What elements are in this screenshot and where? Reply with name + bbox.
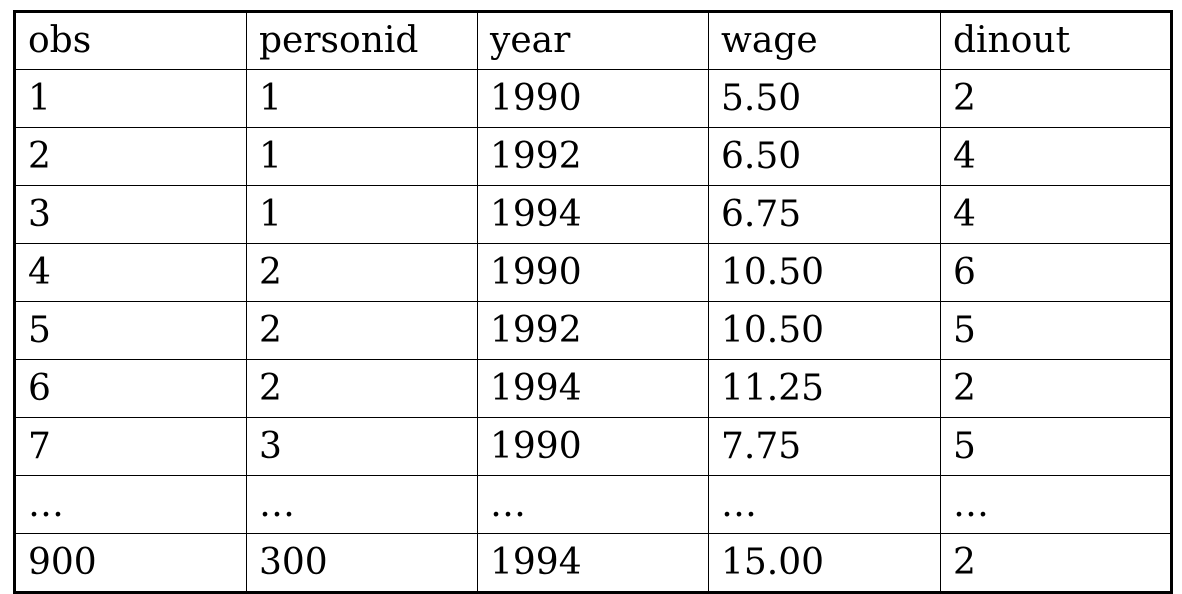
table-cell-obs: 4	[14, 243, 247, 302]
table-body: 1 1 1990 5.50 2 2 1 1992 6.50 4 3 1 1994 6.75 4 4 2 1990 1…	[14, 69, 1172, 593]
table-cell-year: 1994	[477, 185, 709, 244]
table-header-row: obs personid year wage dinout	[14, 11, 1172, 70]
table-cell-dinout: 4	[940, 185, 1172, 244]
table-cell-year: 1994	[477, 359, 709, 418]
table-cell-obs: 1	[14, 69, 247, 128]
table-row: 1 1 1990 5.50 2	[14, 69, 1172, 128]
table-cell-year: …	[477, 475, 709, 534]
table-cell-dinout: 2	[940, 69, 1172, 128]
table-cell-year: 1990	[477, 243, 709, 302]
table-row: 3 1 1994 6.75 4	[14, 185, 1172, 244]
table-cell-dinout: 2	[940, 533, 1172, 593]
table-cell-dinout: 6	[940, 243, 1172, 302]
table-cell-obs: …	[14, 475, 247, 534]
table-cell-obs: 900	[14, 533, 247, 593]
table-cell-personid: 2	[246, 301, 478, 360]
table-cell-wage: 6.75	[708, 185, 941, 244]
table-cell-year: 1990	[477, 69, 709, 128]
table-cell-dinout: 5	[940, 417, 1172, 476]
table-row: 4 2 1990 10.50 6	[14, 243, 1172, 302]
table-cell-obs: 2	[14, 127, 247, 186]
table-cell-personid: 1	[246, 69, 478, 128]
table-cell-dinout: 2	[940, 359, 1172, 418]
table-cell-dinout: …	[940, 475, 1172, 534]
table-cell-obs: 5	[14, 301, 247, 360]
table-cell-personid: 2	[246, 359, 478, 418]
table-row: 900 300 1994 15.00 2	[14, 533, 1172, 593]
table-cell-obs: 3	[14, 185, 247, 244]
table-cell-wage: 5.50	[708, 69, 941, 128]
table-cell-wage: 10.50	[708, 301, 941, 360]
table-cell-year: 1992	[477, 301, 709, 360]
table-cell-year: 1990	[477, 417, 709, 476]
table-cell-personid: …	[246, 475, 478, 534]
table-cell-wage: 6.50	[708, 127, 941, 186]
column-header-obs: obs	[14, 11, 247, 70]
table-cell-personid: 300	[246, 533, 478, 593]
column-header-dinout: dinout	[940, 11, 1172, 70]
table-cell-wage: 10.50	[708, 243, 941, 302]
data-table: obs personid year wage dinout 1 1 1990 5.50…	[13, 10, 1173, 594]
table-cell-wage: 11.25	[708, 359, 941, 418]
table-row: 7 3 1990 7.75 5	[14, 417, 1172, 476]
table-cell-personid: 2	[246, 243, 478, 302]
table-row: 5 2 1992 10.50 5	[14, 301, 1172, 360]
table-cell-wage: …	[708, 475, 941, 534]
table-cell-personid: 1	[246, 127, 478, 186]
table-cell-personid: 3	[246, 417, 478, 476]
table-cell-personid: 1	[246, 185, 478, 244]
table-row: 6 2 1994 11.25 2	[14, 359, 1172, 418]
column-header-personid: personid	[246, 11, 478, 70]
table-cell-obs: 7	[14, 417, 247, 476]
column-header-wage: wage	[708, 11, 941, 70]
table-cell-wage: 7.75	[708, 417, 941, 476]
column-header-year: year	[477, 11, 709, 70]
table-cell-year: 1992	[477, 127, 709, 186]
table-cell-wage: 15.00	[708, 533, 941, 593]
table-cell-year: 1994	[477, 533, 709, 593]
table-row: ……………	[14, 475, 1172, 534]
table-cell-dinout: 4	[940, 127, 1172, 186]
table-row: 2 1 1992 6.50 4	[14, 127, 1172, 186]
table-cell-dinout: 5	[940, 301, 1172, 360]
table-cell-obs: 6	[14, 359, 247, 418]
